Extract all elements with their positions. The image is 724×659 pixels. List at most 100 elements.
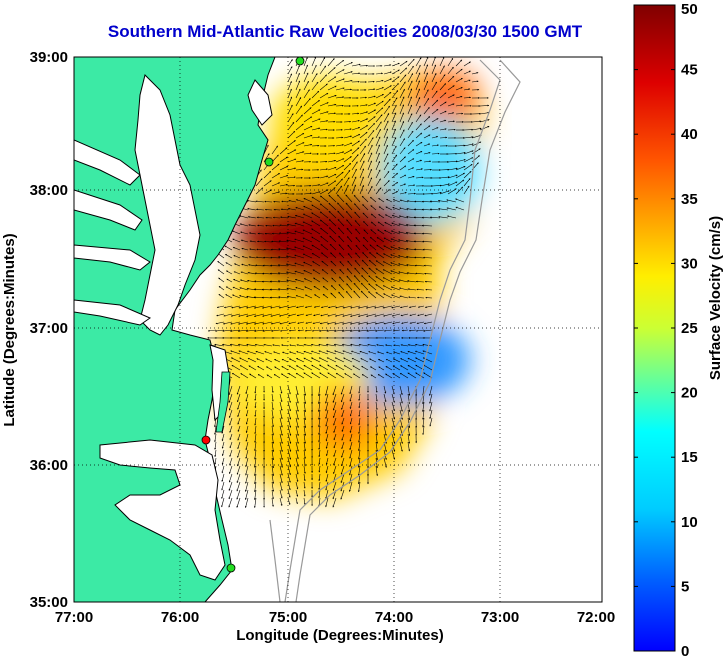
velocity-vector: [383, 128, 388, 139]
velocity-vector: [319, 364, 329, 371]
velocity-vector: [313, 313, 321, 317]
velocity-vector: [383, 85, 392, 91]
velocity-vector: [423, 64, 428, 75]
colorbar-tick-label: 50: [681, 1, 698, 18]
velocity-vector: [278, 256, 289, 259]
velocity-vector: [296, 344, 305, 347]
y-axis: 39:00 38:00 37:00 36:00 35:00 Latitude (…: [1, 49, 68, 611]
velocity-vector: [383, 253, 393, 259]
velocity-vector: [391, 69, 400, 75]
velocity-vector: [327, 187, 336, 195]
velocity-vector: [361, 259, 369, 267]
velocity-vector: [327, 313, 337, 317]
velocity-vector: [346, 283, 353, 291]
velocity-vector: [351, 184, 356, 195]
velocity-vector: [353, 275, 361, 283]
velocity-vector: [257, 232, 265, 235]
velocity-vector: [345, 202, 353, 211]
velocity-vector: [303, 192, 312, 195]
velocity-vector: [327, 321, 337, 325]
velocity-vector: [407, 65, 414, 75]
velocity-vector: [335, 158, 345, 163]
velocity-vector: [383, 180, 390, 187]
velocity-vector: [385, 373, 393, 379]
velocity-vector: [286, 295, 297, 299]
velocity-vector: [262, 329, 273, 332]
velocity-vector: [407, 73, 414, 83]
colorbar-label: Surface Velocity (cm/s): [707, 216, 724, 380]
velocity-vector: [344, 373, 353, 379]
velocity-vector: [313, 277, 321, 283]
velocity-vector: [407, 139, 414, 147]
velocity-vector: [281, 344, 289, 347]
velocity-vector: [303, 125, 313, 131]
velocity-vector: [255, 178, 263, 187]
velocity-vector: [415, 57, 422, 67]
velocity-vector: [399, 112, 404, 123]
velocity-vector: [383, 144, 388, 155]
velocity-vector: [271, 145, 278, 155]
velocity-vector: [431, 136, 439, 139]
velocity-vector: [366, 321, 377, 325]
velocity-vector: [400, 344, 409, 347]
velocity-vector: [399, 74, 407, 83]
velocity-vector: [375, 276, 385, 283]
velocity-vector: [305, 321, 313, 324]
velocity-vector: [247, 271, 257, 275]
velocity-vector: [355, 252, 361, 259]
velocity-vector: [279, 147, 288, 155]
velocity-vector: [415, 372, 425, 379]
velocity-vector: [303, 350, 313, 355]
velocity-field: [206, 57, 490, 508]
velocity-vector: [399, 199, 409, 203]
velocity-vector: [239, 215, 249, 219]
velocity-vector: [295, 142, 305, 147]
velocity-vector: [278, 296, 289, 299]
velocity-vector: [238, 313, 249, 317]
velocity-vector: [289, 351, 297, 355]
velocity-vector: [266, 366, 273, 371]
velocity-vector: [218, 277, 225, 283]
velocity-vector: [217, 260, 225, 267]
velocity-vector: [225, 294, 233, 299]
velocity-vector: [431, 57, 436, 67]
velocity-vector: [370, 229, 377, 235]
velocity-vector: [337, 219, 345, 227]
velocity-vector: [326, 343, 337, 347]
velocity-vector: [279, 183, 288, 187]
velocity-vector: [423, 125, 431, 131]
velocity-vector: [360, 282, 369, 291]
velocity-vector: [321, 260, 329, 267]
velocity-vector: [383, 189, 390, 195]
velocity-vector: [231, 230, 241, 235]
velocity-vector: [447, 112, 455, 115]
velocity-vector: [415, 272, 425, 275]
velocity-vector: [302, 213, 313, 219]
velocity-vector: [302, 237, 313, 243]
velocity-vector: [329, 235, 337, 243]
velocity-vector: [359, 131, 368, 139]
velocity-vector: [311, 100, 320, 107]
velocity-vector: [408, 329, 417, 332]
velocity-vector: [361, 374, 369, 379]
velocity-vector: [295, 199, 305, 203]
velocity-vector: [383, 245, 393, 251]
velocity-vector: [342, 350, 353, 355]
velocity-vector: [375, 187, 382, 195]
velocity-vector: [417, 296, 425, 299]
velocity-vector: [392, 358, 401, 363]
velocity-vector: [429, 208, 441, 211]
velocity-vector: [311, 236, 321, 243]
velocity-vector: [228, 385, 233, 396]
velocity-vector: [321, 252, 329, 259]
velocity-vector: [327, 67, 336, 75]
velocity-vector: [361, 275, 369, 283]
x-axis-label: Longitude (Degrees:Minutes): [236, 627, 444, 644]
velocity-vector: [367, 130, 375, 139]
velocity-vector: [375, 329, 385, 332]
velocity-vector: [311, 212, 321, 219]
velocity-vector: [304, 286, 313, 291]
velocity-vector: [479, 119, 490, 123]
velocity-vector: [262, 305, 273, 309]
velocity-vector: [320, 244, 329, 251]
